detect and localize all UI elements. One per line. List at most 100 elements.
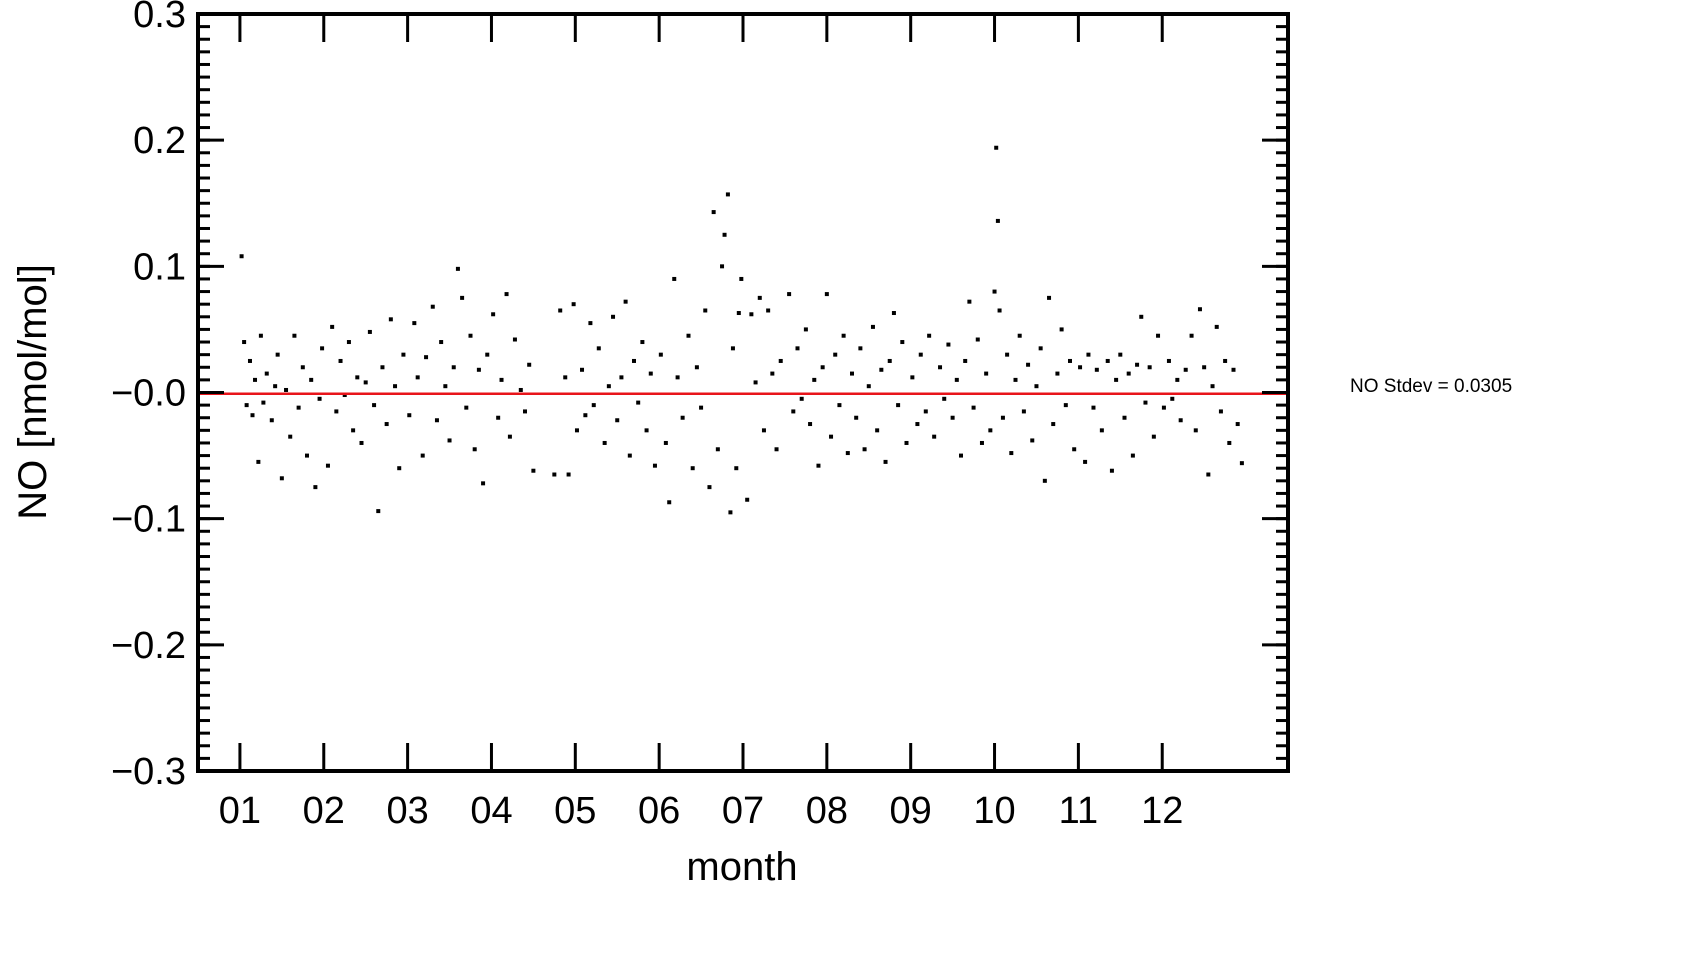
x-tick-label: 05 xyxy=(554,790,596,832)
data-point xyxy=(451,365,456,370)
data-point xyxy=(1042,478,1047,483)
data-point xyxy=(887,358,892,363)
data-point xyxy=(766,308,771,313)
y-tick-label: 0.2 xyxy=(133,120,186,162)
data-point xyxy=(346,340,351,345)
data-point xyxy=(1094,367,1099,372)
data-point xyxy=(611,314,616,319)
data-point xyxy=(1078,365,1083,370)
data-point xyxy=(904,440,909,445)
data-point xyxy=(1206,472,1211,477)
data-point xyxy=(602,440,607,445)
data-point xyxy=(407,413,412,418)
data-point xyxy=(499,377,504,382)
data-point xyxy=(355,375,360,380)
data-point xyxy=(1068,358,1072,363)
data-point xyxy=(504,292,509,297)
data-point xyxy=(415,375,420,380)
data-point xyxy=(795,346,800,351)
data-point xyxy=(975,337,980,342)
data-point xyxy=(531,468,536,473)
data-point xyxy=(997,308,1002,313)
data-point xyxy=(971,405,976,410)
data-point xyxy=(313,485,318,490)
data-point xyxy=(1239,461,1244,466)
data-point xyxy=(667,500,672,505)
x-tick-label: 03 xyxy=(386,790,428,832)
data-point xyxy=(527,362,532,367)
data-point xyxy=(253,377,258,382)
data-point xyxy=(992,289,997,294)
data-point xyxy=(588,321,593,326)
data-point xyxy=(309,377,314,382)
data-point xyxy=(468,333,473,338)
data-point xyxy=(1105,358,1110,363)
data-point xyxy=(799,396,804,401)
data-point xyxy=(279,476,284,481)
data-point xyxy=(875,428,880,433)
data-point xyxy=(342,393,347,398)
data-point xyxy=(1086,352,1091,357)
data-point xyxy=(1026,362,1031,367)
data-point xyxy=(1126,371,1131,376)
y-tick-label: −0.1 xyxy=(111,499,186,541)
data-point xyxy=(447,438,452,443)
data-point xyxy=(244,403,249,408)
data-point xyxy=(829,434,834,439)
data-point xyxy=(491,312,496,317)
data-point xyxy=(675,375,680,380)
data-point xyxy=(703,308,708,313)
data-point xyxy=(1109,468,1114,473)
data-point xyxy=(1143,400,1148,405)
data-point xyxy=(707,485,712,490)
data-point xyxy=(367,329,372,334)
data-point xyxy=(1047,295,1052,300)
data-point xyxy=(288,434,293,439)
data-point xyxy=(1218,409,1223,414)
data-point xyxy=(1147,365,1152,370)
data-point xyxy=(481,481,486,486)
data-point xyxy=(1235,422,1240,427)
data-point xyxy=(816,463,821,468)
stdev-annotation: NO Stdev = 0.0305 xyxy=(1350,376,1512,397)
data-point xyxy=(258,333,263,338)
data-point xyxy=(1151,434,1156,439)
data-point xyxy=(563,375,568,380)
data-point xyxy=(753,380,758,385)
data-point xyxy=(1072,447,1077,452)
data-point xyxy=(1114,377,1119,382)
y-tick-label: −0.0 xyxy=(111,373,186,415)
data-point xyxy=(334,409,339,414)
data-point xyxy=(292,333,297,338)
data-point xyxy=(269,418,274,423)
data-point xyxy=(896,403,901,408)
x-tick-label: 01 xyxy=(219,790,261,832)
data-point xyxy=(518,387,523,392)
data-point xyxy=(915,422,920,427)
data-point xyxy=(300,365,305,370)
data-point xyxy=(1005,352,1010,357)
data-point xyxy=(351,428,356,433)
x-tick-label: 07 xyxy=(722,790,764,832)
data-point xyxy=(1156,333,1161,338)
data-point xyxy=(770,371,775,376)
data-point xyxy=(619,375,624,380)
data-point xyxy=(1223,358,1228,363)
data-point xyxy=(946,342,951,347)
data-point xyxy=(305,453,309,458)
data-point xyxy=(858,346,863,351)
data-point xyxy=(736,311,741,316)
data-point xyxy=(900,340,905,345)
data-point xyxy=(690,466,695,471)
data-point xyxy=(963,358,968,363)
data-point xyxy=(566,472,571,477)
data-point xyxy=(256,459,261,464)
data-point xyxy=(434,418,439,423)
data-point xyxy=(820,365,825,370)
data-point xyxy=(803,327,808,332)
data-point xyxy=(1175,377,1180,382)
data-point xyxy=(401,352,406,357)
data-point xyxy=(715,447,720,452)
y-tick-label: 0.3 xyxy=(133,0,186,36)
data-point xyxy=(376,509,381,514)
